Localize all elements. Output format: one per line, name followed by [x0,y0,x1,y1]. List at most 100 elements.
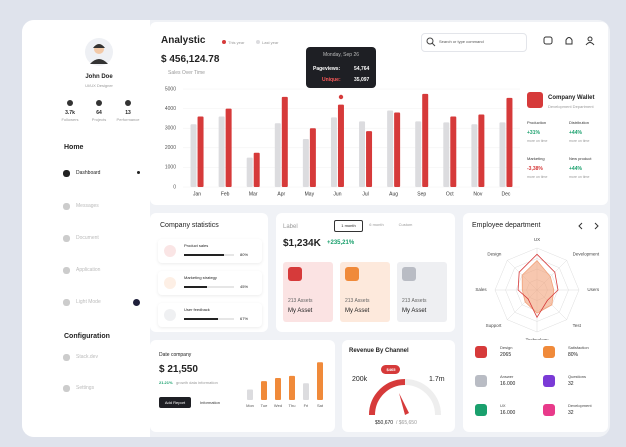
tab[interactable]: 6 month [369,222,384,227]
text: 67% [240,316,249,321]
button[interactable]: Add Report [159,397,191,408]
y-tick-label: 5000 [165,86,176,92]
employee-card [463,213,608,432]
bar [499,122,506,187]
text: Unique: [322,77,341,83]
nav-arrows[interactable] [574,220,604,232]
y-tick-label: 1000 [165,165,176,171]
legend-swatch [222,40,226,44]
path [90,59,108,64]
text: Product sales [184,243,209,248]
text: Label [283,224,298,230]
bar [261,381,267,400]
tile-icon [475,346,487,358]
text: 13 [125,110,131,116]
radar-label: Design [487,252,502,257]
text: 16.000 [500,381,516,387]
x-tick-label: Tue [261,403,269,408]
x-tick-label: Nov [473,191,482,197]
search-box[interactable] [421,33,527,52]
text: more on time [527,139,548,143]
menu-icon [63,203,70,210]
rect [543,36,553,45]
header-icons[interactable] [542,35,602,47]
text: User feedback [184,307,210,312]
text: 64 [96,110,102,116]
text: 32 [568,410,574,416]
menu-item[interactable]: Settings [76,385,95,391]
bar [281,96,288,187]
bar [275,377,281,400]
x-tick-label: May [305,191,315,197]
text: $1,234K [283,238,321,249]
x-tick-label: Jan [193,191,201,197]
text: Satisfaction [568,345,589,350]
legend-label: Last year [262,40,279,45]
radar-label: Test [573,323,582,328]
stat-row [158,303,262,327]
path [578,222,583,230]
text: My Asset [402,308,427,314]
menu-item[interactable]: Application [76,267,101,273]
x-tick-label: Jul [362,191,368,197]
stat-row [158,239,262,263]
bar [274,123,281,187]
y-tick-label: 3000 [165,126,176,132]
text: Search or type command [439,39,484,44]
bar [317,362,323,400]
text: Followers [61,117,79,122]
x-tick-label: Thu [289,403,296,408]
radar-label: Technology [526,338,550,340]
y-tick-label: 2000 [165,145,176,151]
text: more on time [527,175,548,179]
bar [359,121,366,187]
text: 3.7k [65,110,75,116]
menu-item[interactable]: Light Mode [76,299,101,305]
menu-item[interactable]: Stack.dev [76,354,98,360]
bar [289,375,295,400]
text: Home [64,144,84,151]
text: $ 456,124.78 [161,54,220,65]
menu-item[interactable]: Messages [76,203,99,209]
text: Company statistics [160,222,219,229]
bar [394,112,401,187]
stat-icon [67,100,73,106]
button[interactable]: Information [199,400,220,405]
text: John Doe [85,74,113,80]
menu-item[interactable]: Dashboard [76,170,101,176]
text: Company Wallet [548,95,595,101]
stat-icon [125,100,131,106]
text: UX [500,403,506,408]
menu-item[interactable]: Document [76,235,99,241]
tile-icon [543,346,555,358]
revenue-card [342,340,455,432]
path [399,393,409,415]
toggle[interactable] [133,299,140,306]
tab[interactable]: 1 month [334,220,363,232]
text: New product [569,156,592,161]
x-tick-label: Jun [333,191,341,197]
text: growth data information [176,380,218,385]
circle [426,37,434,45]
bar [247,389,253,400]
tab[interactable]: Custom [398,222,413,227]
bar [471,124,478,187]
text: Projects [91,117,107,122]
y-tick-label: 4000 [165,106,176,112]
text: 1.7m [429,376,445,383]
text: 213 Assets [345,298,370,304]
bar [337,104,344,187]
text: 213 Assets [288,298,313,304]
text: My Asset [288,308,313,314]
bar [366,131,373,187]
radar-label: Development [573,252,600,257]
bar [302,138,309,187]
text: Development [568,403,592,408]
x-tick-label: Fri [304,403,309,408]
text: 32 [568,381,574,387]
hover-dot [338,94,344,100]
radar-area [517,253,559,319]
legend-label: This year [228,40,245,45]
bar [443,122,450,187]
